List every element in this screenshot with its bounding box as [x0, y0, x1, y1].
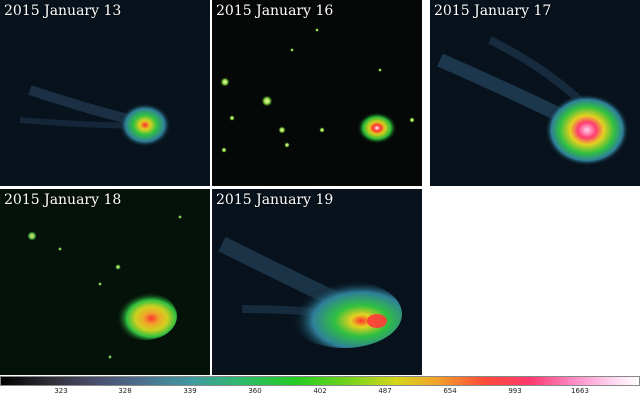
- colorbar-tick: 360: [248, 387, 262, 395]
- colorbar-tick: 993: [508, 387, 522, 395]
- comet-image-jan-16: 2015 January 16: [212, 0, 422, 186]
- colorbar-tick: 487: [378, 387, 392, 395]
- colorbar-tick: 402: [313, 387, 327, 395]
- colorbar-ticks: 323 328 339 360 402 487 654 993 1663: [0, 386, 640, 400]
- panel-date-label: 2015 January 19: [216, 192, 334, 208]
- colorbar-tick: 654: [443, 387, 457, 395]
- comet-jan-13-graphic: [0, 0, 210, 186]
- colorbar-tick: 339: [183, 387, 197, 395]
- colorbar: [0, 376, 640, 386]
- panel-date-label: 2015 January 16: [216, 3, 334, 19]
- comet-image-jan-19: 2015 January 19: [212, 189, 422, 375]
- panel-date-label: 2015 January 18: [4, 192, 122, 208]
- panel-date-label: 2015 January 17: [434, 3, 552, 19]
- comet-jan-16-graphic: [212, 0, 422, 186]
- panel-date-label: 2015 January 13: [4, 3, 122, 19]
- comet-image-jan-13: 2015 January 13: [0, 0, 210, 186]
- comet-jan-19-graphic: [212, 189, 422, 375]
- colorbar-tick: 328: [118, 387, 132, 395]
- comet-image-jan-18: 2015 January 18: [0, 189, 210, 375]
- colorbar-tick: 323: [54, 387, 68, 395]
- comet-jan-17-graphic: [430, 0, 640, 186]
- comet-jan-18-graphic: [0, 189, 210, 375]
- comet-image-jan-17: 2015 January 17: [430, 0, 640, 186]
- colorbar-tick: 1663: [571, 387, 589, 395]
